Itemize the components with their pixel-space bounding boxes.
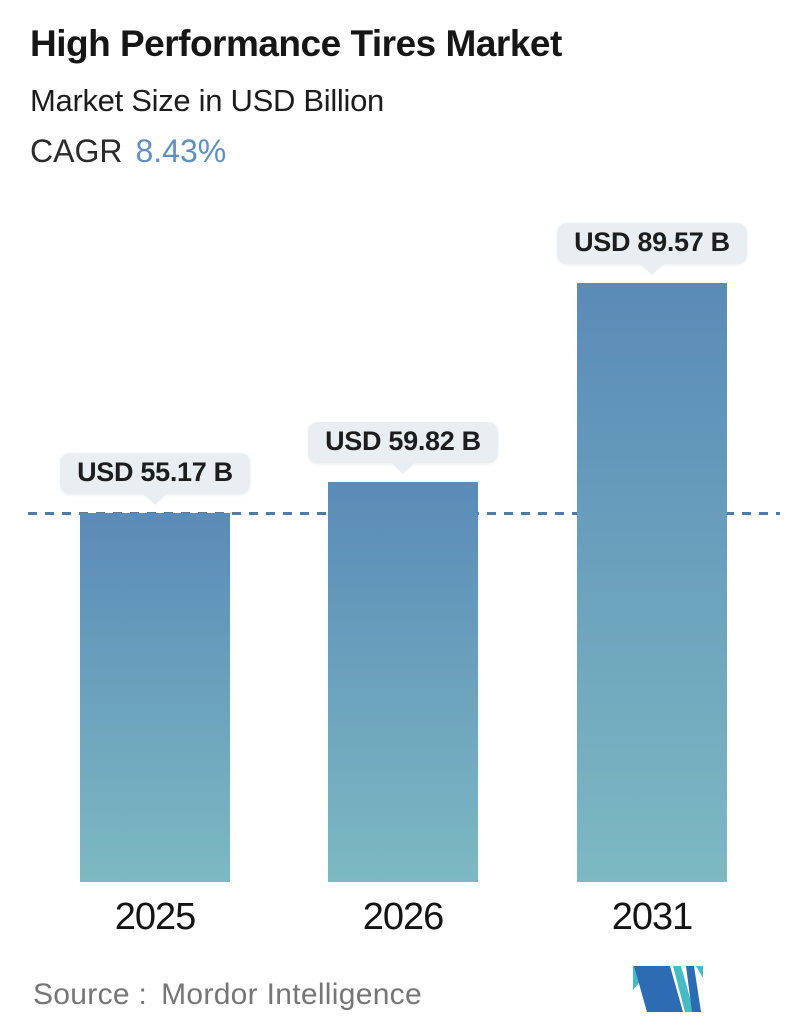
chart-area: USD 55.17 B 2025 USD 59.82 B 2026 USD 89… xyxy=(28,223,780,938)
cagr-row: CAGR 8.43% xyxy=(30,133,227,169)
cagr-label: CAGR xyxy=(30,133,123,169)
source-row: Source : Mordor Intelligence xyxy=(33,978,422,1012)
axis-label-2025: 2025 xyxy=(114,896,197,938)
value-callout-label: USD 55.17 B xyxy=(77,457,233,487)
source-value: Mordor Intelligence xyxy=(161,978,422,1011)
bar-2025 xyxy=(80,513,230,882)
page-title: High Performance Tires Market xyxy=(30,23,562,64)
chart-subtitle: Market Size in USD Billion xyxy=(30,83,384,118)
callout-tail-icon xyxy=(390,462,416,474)
callout-tail-icon xyxy=(639,263,665,275)
value-callout-2026: USD 59.82 B xyxy=(308,422,498,474)
source-label: Source : xyxy=(33,978,148,1011)
axis-label-2026: 2026 xyxy=(362,896,445,938)
cagr-value: 8.43% xyxy=(135,133,227,169)
axis-label-2031: 2031 xyxy=(611,896,694,938)
bar-group-2031: USD 89.57 B 2031 xyxy=(557,223,747,938)
bar-group-2026: USD 59.82 B 2026 xyxy=(308,422,498,938)
value-callout-label: USD 59.82 B xyxy=(325,426,481,456)
value-callout-2025: USD 55.17 B xyxy=(60,453,250,505)
bar-2031 xyxy=(577,283,727,882)
mordor-intelligence-logo xyxy=(633,966,703,1012)
bar-2026 xyxy=(328,482,478,882)
value-callout-label: USD 89.57 B xyxy=(574,227,730,257)
value-callout-2031: USD 89.57 B xyxy=(557,223,747,275)
bar-group-2025: USD 55.17 B 2025 xyxy=(60,453,250,938)
callout-tail-icon xyxy=(142,493,168,505)
